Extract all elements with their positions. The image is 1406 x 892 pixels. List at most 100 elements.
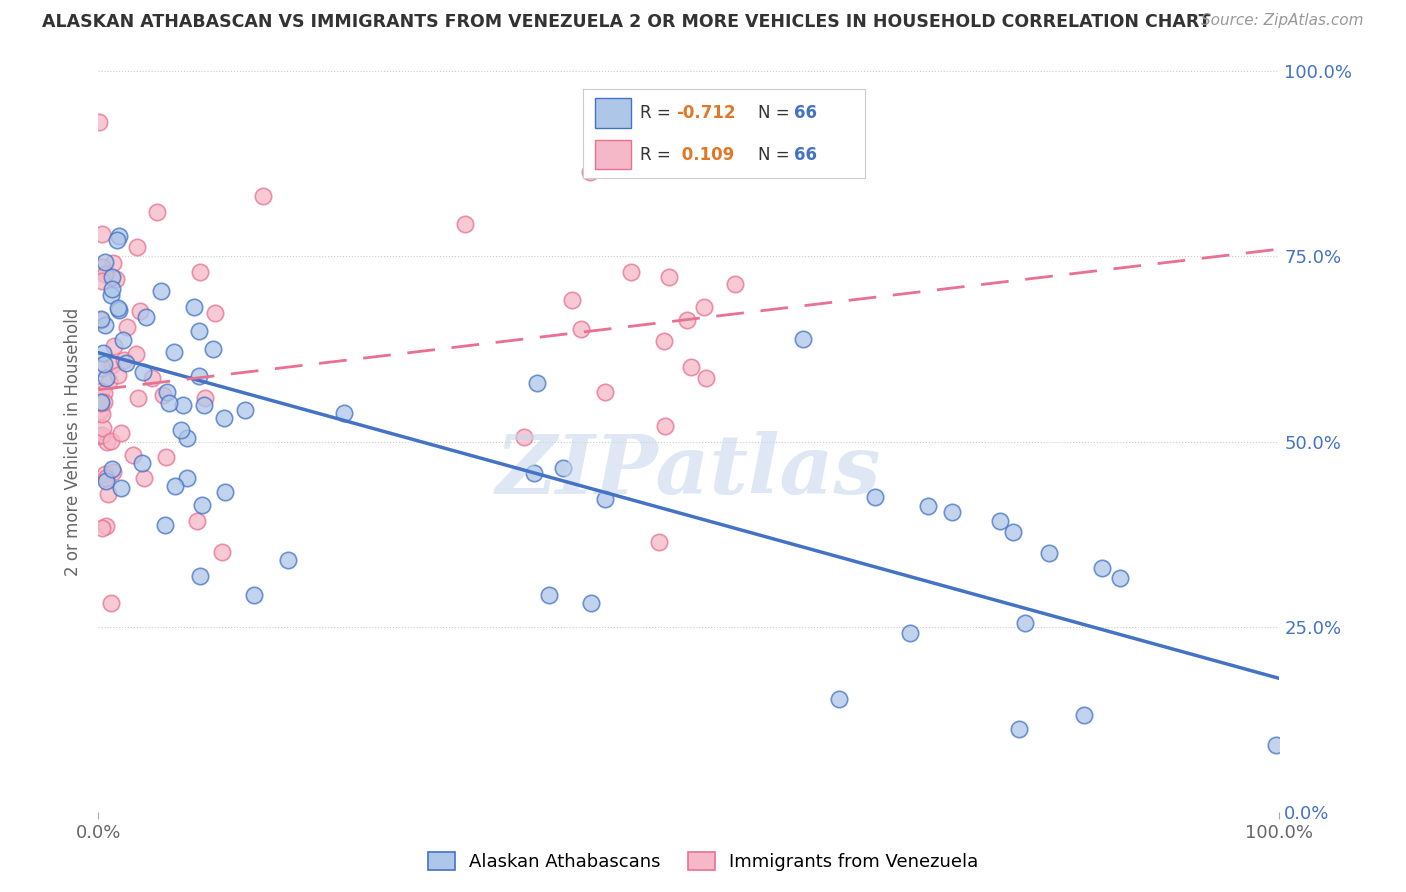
Text: 66: 66 [794, 146, 817, 164]
Point [593, 385, 616, 400]
Text: N =: N = [758, 104, 794, 122]
Point [129, 304, 152, 318]
Point [155, 450, 177, 464]
Point [132, 470, 155, 484]
Bar [595, 98, 631, 128]
Point [333, 406, 356, 420]
Point [654, 419, 676, 434]
Text: N =: N = [758, 146, 794, 164]
Point [96, 518, 118, 533]
Point [110, 426, 132, 441]
Point [141, 371, 163, 385]
Text: 0.109: 0.109 [676, 146, 734, 164]
Point [176, 431, 198, 445]
Point [235, 403, 257, 417]
Text: ZIPatlas: ZIPatlas [496, 431, 882, 511]
Point [107, 229, 129, 244]
Point [579, 164, 602, 178]
Point [101, 462, 124, 476]
Point [941, 505, 963, 519]
Text: Source: ZipAtlas.com: Source: ZipAtlas.com [1201, 13, 1364, 29]
Point [127, 391, 149, 405]
Point [132, 365, 155, 379]
Point [103, 339, 125, 353]
Point [183, 300, 205, 314]
Point [100, 287, 122, 301]
Point [100, 434, 122, 449]
Point [724, 277, 747, 292]
Point [91, 407, 114, 421]
Point [1109, 571, 1132, 585]
Point [579, 596, 602, 610]
Point [162, 345, 184, 359]
Point [90, 260, 112, 274]
Point [153, 518, 176, 533]
Point [115, 320, 138, 334]
Text: ALASKAN ATHABASCAN VS IMMIGRANTS FROM VENEZUELA 2 OR MORE VEHICLES IN HOUSEHOLD : ALASKAN ATHABASCAN VS IMMIGRANTS FROM VE… [42, 13, 1211, 31]
Point [188, 265, 211, 279]
Point [90, 427, 112, 442]
Point [898, 625, 921, 640]
Point [91, 360, 114, 375]
Point [89, 403, 111, 417]
Point [101, 282, 124, 296]
Point [93, 395, 115, 409]
Point [131, 456, 153, 470]
Point [97, 487, 120, 501]
Point [91, 421, 114, 435]
Point [94, 318, 117, 333]
Point [193, 398, 215, 412]
Point [165, 479, 187, 493]
Point [107, 233, 129, 247]
Point [1265, 738, 1288, 752]
Point [91, 274, 114, 288]
Point [146, 205, 169, 219]
Point [1091, 561, 1114, 575]
Point [693, 301, 716, 315]
Point [125, 347, 148, 361]
Point [201, 343, 224, 357]
Point [214, 484, 236, 499]
Point [152, 388, 174, 402]
Point [561, 293, 583, 307]
Point [593, 492, 616, 507]
Point [792, 332, 814, 346]
Point [212, 410, 235, 425]
Point [188, 369, 211, 384]
Y-axis label: 2 or more Vehicles in Household: 2 or more Vehicles in Household [65, 308, 83, 575]
Point [186, 514, 208, 528]
Point [90, 396, 112, 410]
Point [454, 217, 477, 231]
Text: -0.712: -0.712 [676, 104, 735, 122]
Point [172, 398, 194, 412]
Point [90, 313, 112, 327]
Point [93, 357, 115, 371]
Point [125, 240, 148, 254]
Point [156, 385, 179, 400]
Point [988, 514, 1011, 528]
Point [90, 395, 112, 409]
Point [93, 254, 115, 268]
Point [87, 429, 110, 443]
Point [94, 467, 117, 481]
Point [828, 692, 851, 706]
Point [112, 334, 135, 348]
Point [112, 353, 135, 368]
Point [1008, 722, 1031, 736]
Point [277, 553, 299, 567]
Point [513, 429, 536, 443]
Point [107, 301, 129, 316]
Point [93, 345, 115, 359]
Point [679, 360, 702, 375]
Point [1073, 708, 1095, 723]
Point [121, 448, 143, 462]
Point [90, 227, 112, 241]
Point [658, 269, 681, 284]
Point [538, 588, 561, 602]
Point [211, 545, 233, 559]
Point [551, 461, 574, 475]
Point [96, 434, 118, 449]
Point [93, 385, 115, 400]
Point [1038, 546, 1060, 560]
Point [107, 368, 129, 382]
